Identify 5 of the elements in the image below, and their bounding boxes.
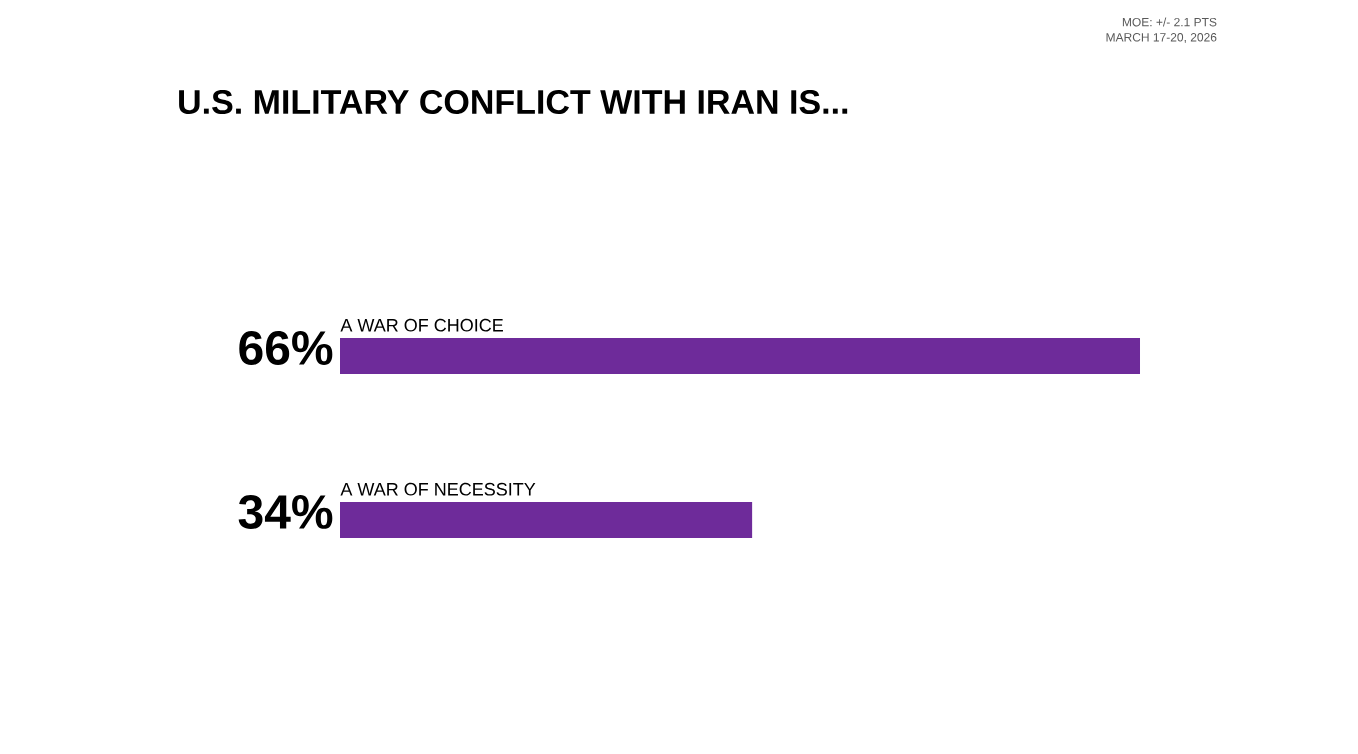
y-tick-label: A WAR OF CHOICE [340,318,503,332]
chart-title: U.S. MILITARY CONFLICT WITH IRAN IS... [179,89,848,115]
y-tick-label: A WAR OF NECESSITY [340,482,536,496]
data-label: 34% [238,494,333,530]
data-label: 66% [239,331,333,365]
